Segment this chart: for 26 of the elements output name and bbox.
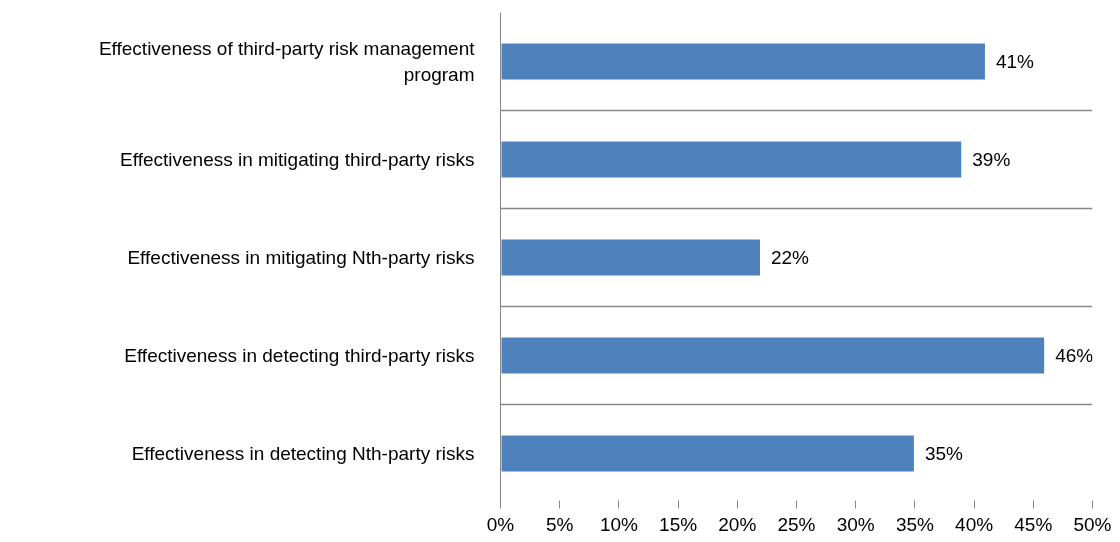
bar: [500, 139, 964, 180]
x-tick-label: 45%: [1014, 513, 1053, 535]
x-tick-label: 25%: [777, 513, 816, 535]
x-tick-label: 10%: [599, 513, 639, 535]
bar: [500, 237, 762, 278]
bar: [500, 41, 987, 82]
bar: [500, 335, 1047, 376]
data-label: 22%: [770, 247, 810, 268]
y-tick-label: Effectiveness in mitigating third-party risks: [120, 149, 475, 170]
y-tick-label: Effectiveness in detecting Nth-party risks: [131, 443, 475, 464]
data-label: 46%: [1055, 345, 1094, 366]
x-tick-label: 15%: [659, 513, 698, 535]
data-label: 35%: [924, 443, 964, 464]
x-tick-label: 0%: [486, 513, 515, 535]
x-tick-label: 20%: [718, 513, 757, 535]
y-tick-label: Effectiveness of third-party risk management program: [98, 38, 476, 85]
bar: [500, 433, 916, 474]
x-tick-label: 5%: [545, 513, 574, 535]
x-tick-label: 40%: [955, 513, 994, 535]
x-tick-label: 30%: [836, 513, 875, 535]
x-tick-label: 35%: [895, 513, 935, 535]
x-tick-label: 50%: [1073, 513, 1112, 535]
data-label: 41%: [995, 51, 1035, 72]
data-label: 39%: [972, 149, 1011, 170]
y-tick-label: Effectiveness in detecting third-party risks: [124, 345, 475, 366]
y-tick-label: Effectiveness in mitigating Nth-party risks: [127, 247, 475, 268]
